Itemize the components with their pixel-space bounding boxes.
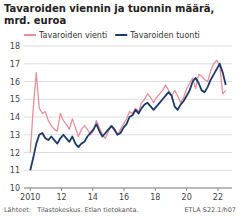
title-line: mrd. euroa bbox=[4, 15, 66, 26]
legend: Tavaroiden vienti Tavaroiden tuonti bbox=[24, 31, 200, 40]
x-tick bbox=[155, 188, 156, 191]
x-tick-label: 16 bbox=[119, 193, 129, 202]
legend-label: Tavaroiden tuonti bbox=[129, 31, 199, 40]
y-tick-label: 10 bbox=[10, 184, 20, 193]
footer-note: ETLA S22.1/h07 bbox=[184, 206, 236, 214]
grid-line bbox=[24, 170, 232, 171]
grid-line bbox=[24, 134, 232, 135]
legend-swatch bbox=[24, 34, 36, 36]
x-tick-label: 18 bbox=[150, 193, 160, 202]
x-tick-label: 12 bbox=[56, 193, 66, 202]
y-tick-label: 11 bbox=[10, 166, 20, 175]
title: Tavaroiden viennin ja tuonnin määrä,mrd.… bbox=[4, 3, 214, 26]
y-tick-label: 17 bbox=[10, 60, 20, 69]
y-tick-label: 18 bbox=[10, 42, 20, 51]
x-tick bbox=[217, 188, 218, 191]
grid-line bbox=[24, 63, 232, 64]
grid-line bbox=[24, 188, 232, 189]
chart: Tavaroiden viennin ja tuonnin määrä,mrd.… bbox=[0, 0, 240, 216]
x-tick bbox=[186, 188, 187, 191]
y-tick-label: 16 bbox=[10, 78, 20, 87]
y-tick-label: 12 bbox=[10, 149, 20, 158]
x-tick bbox=[124, 188, 125, 191]
x-tick bbox=[30, 188, 31, 191]
grid-line bbox=[24, 46, 232, 47]
y-tick-label: 15 bbox=[10, 95, 20, 104]
x-tick-label: 2010 bbox=[20, 193, 40, 202]
legend-label: Tavaroiden vienti bbox=[38, 31, 107, 40]
grid-line bbox=[24, 81, 232, 82]
footer-note: Lähteet: Tilastokeskus. Etlan tietokanta… bbox=[4, 206, 138, 214]
grid-line bbox=[24, 99, 232, 100]
grid-line bbox=[24, 152, 232, 153]
y-tick-label: 14 bbox=[10, 113, 20, 122]
y-tick-label: 13 bbox=[10, 131, 20, 140]
x-axis-line bbox=[24, 188, 232, 189]
series-line bbox=[30, 64, 225, 171]
x-tick-label: 20 bbox=[182, 193, 192, 202]
x-tick-label: 22 bbox=[213, 193, 223, 202]
x-tick bbox=[61, 188, 62, 191]
title-line: Tavaroiden viennin ja tuonnin määrä, bbox=[4, 3, 214, 14]
plot-area bbox=[30, 60, 225, 170]
x-tick-label: 14 bbox=[88, 193, 98, 202]
y-grid bbox=[24, 46, 232, 188]
legend-swatch bbox=[115, 34, 127, 36]
x-tick bbox=[92, 188, 93, 191]
